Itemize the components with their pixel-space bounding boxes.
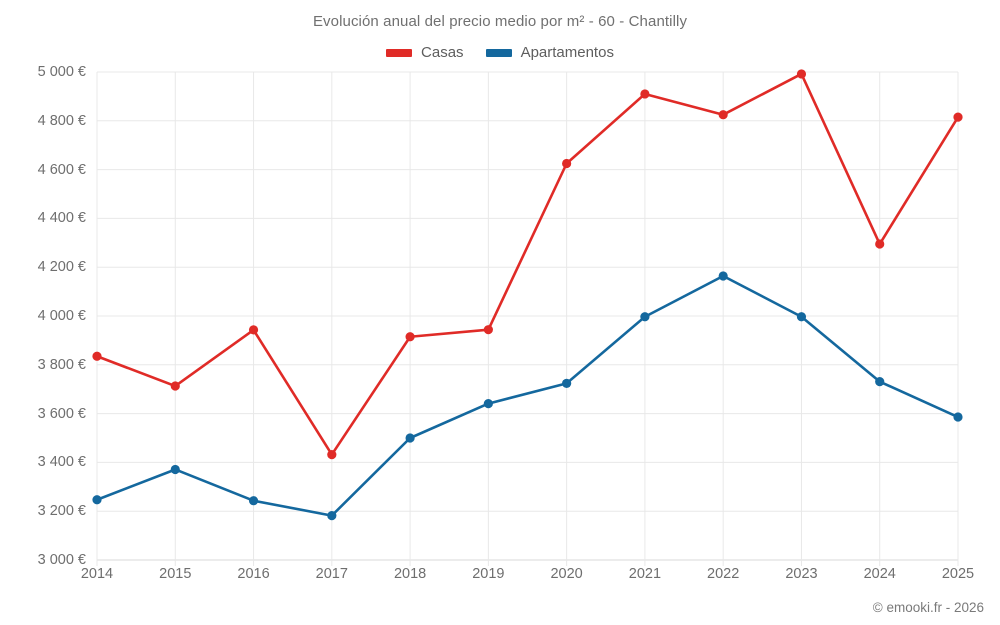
data-point-apartamentos-2019[interactable] <box>483 398 493 409</box>
data-point-apartamentos-2022[interactable] <box>718 271 728 281</box>
data-point-casas-2017[interactable] <box>327 449 337 460</box>
series-markers <box>92 69 963 521</box>
x-axis-tick-label-2025: 2025 <box>941 566 975 582</box>
data-point-casas-2014[interactable] <box>92 351 102 361</box>
x-axis-tick-label-2014: 2014 <box>80 566 114 582</box>
x-axis-tick-label-2021: 2021 <box>628 566 662 582</box>
data-point-apartamentos-2014[interactable] <box>92 495 102 505</box>
chart-credit: © emooki.fr - 2026 <box>872 600 984 615</box>
data-point-apartamentos-2021[interactable] <box>640 312 650 322</box>
plot-svg <box>92 69 963 566</box>
y-axis-tick-label: 3 000 € <box>37 552 86 568</box>
data-point-casas-2025[interactable] <box>953 112 963 122</box>
data-point-casas-2021[interactable] <box>640 89 650 99</box>
data-point-casas-2019[interactable] <box>483 325 493 335</box>
data-point-apartamentos-2018[interactable] <box>405 433 415 443</box>
y-axis-tick-label: 3 800 € <box>37 356 86 373</box>
legend-item-casas[interactable]: Casas <box>386 44 464 61</box>
series-line-apartamentos[interactable] <box>95 274 960 517</box>
y-axis-tick-label: 3 400 € <box>37 454 86 471</box>
x-axis-tick-label-2024: 2024 <box>863 566 896 582</box>
x-axis-tick-label-2017: 2017 <box>315 566 348 582</box>
y-axis-labels: 3 000 € 3 200 € 3 400 € 3 600 € 3 800 € 4 000… <box>0 64 86 568</box>
chart-legend: Casas Apartamentos <box>0 44 1000 61</box>
legend-item-apartamentos[interactable]: Apartamentos <box>485 44 614 61</box>
x-axis-tick-label-2015: 2015 <box>159 566 192 582</box>
x-axis-tick-label-2018: 2018 <box>393 566 427 582</box>
y-axis-tick-label: 4 200 € <box>37 259 86 276</box>
legend-label-apartamentos: Apartamentos <box>520 44 614 61</box>
y-axis-tick-label: 4 000 € <box>37 308 86 324</box>
series-line-casas[interactable] <box>95 72 960 456</box>
data-point-apartamentos-2025[interactable] <box>953 412 963 422</box>
legend-label-casas: Casas <box>421 44 464 61</box>
y-axis-tick-label: 3 200 € <box>37 503 86 520</box>
series-lines <box>95 72 960 517</box>
data-point-casas-2018[interactable] <box>405 332 415 342</box>
y-axis-tick-label: 3 600 € <box>37 405 86 422</box>
data-point-apartamentos-2017[interactable] <box>327 510 337 521</box>
legend-swatch-apartamentos <box>485 48 512 57</box>
data-point-casas-2024[interactable] <box>875 239 885 249</box>
x-axis-labels: 2014 2015 2016 2017 2018 2019 2020 2021 2022 2023… <box>0 566 1000 592</box>
x-axis-tick-label-2019: 2019 <box>472 566 505 582</box>
y-axis-tick-label: 5 000 € <box>37 64 86 80</box>
x-axis-tick-label-2020: 2020 <box>550 566 583 582</box>
y-axis-tick-label: 4 600 € <box>37 161 86 178</box>
chart-title: Evolución anual del precio medio por m² … <box>312 13 688 30</box>
data-point-casas-2022[interactable] <box>718 110 728 120</box>
data-point-apartamentos-2015[interactable] <box>170 464 180 475</box>
data-point-casas-2016[interactable] <box>248 325 259 335</box>
data-point-casas-2020[interactable] <box>562 158 572 169</box>
data-point-apartamentos-2024[interactable] <box>875 377 885 387</box>
legend-swatch-casas <box>386 48 413 57</box>
x-axis-tick-label-2016: 2016 <box>237 566 270 582</box>
data-point-casas-2023[interactable] <box>796 69 807 79</box>
data-point-apartamentos-2023[interactable] <box>796 312 807 322</box>
data-point-casas-2015[interactable] <box>170 381 180 391</box>
x-axis-tick-label-2022: 2022 <box>707 566 740 582</box>
data-point-apartamentos-2016[interactable] <box>248 496 259 506</box>
data-point-apartamentos-2020[interactable] <box>562 378 572 388</box>
gridlines <box>96 71 959 566</box>
plot-area <box>92 69 963 566</box>
y-axis-tick-label: 4 400 € <box>37 210 86 227</box>
x-axis-tick-label-2023: 2023 <box>785 566 818 582</box>
y-axis-tick-label: 4 800 € <box>37 112 86 129</box>
